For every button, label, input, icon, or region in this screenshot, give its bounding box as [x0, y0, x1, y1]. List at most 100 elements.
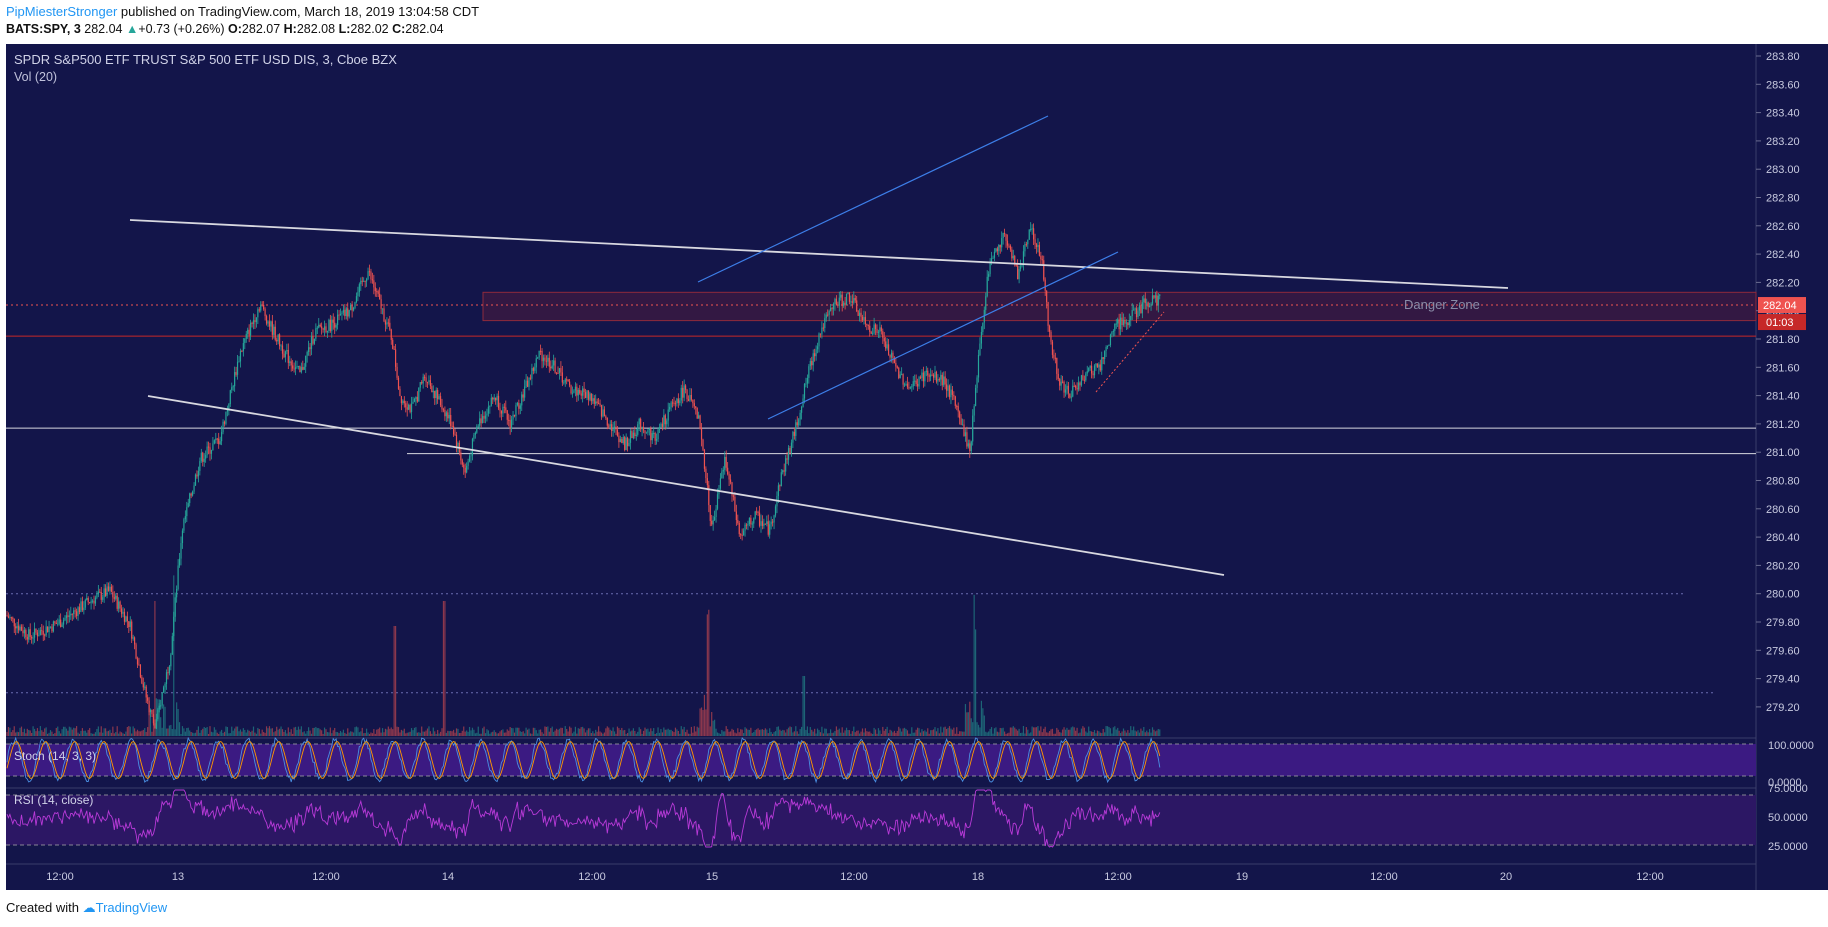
candle-body	[812, 353, 814, 366]
volume-bar	[236, 726, 239, 736]
candle-body	[619, 438, 621, 443]
candle-body	[840, 294, 842, 298]
author-link[interactable]: PipMiesterStronger	[6, 4, 118, 19]
volume-bar	[100, 726, 102, 736]
candle-body	[741, 534, 743, 536]
candle-body	[848, 292, 851, 302]
volume-bar	[1117, 727, 1119, 736]
volume-bar	[825, 728, 827, 736]
tradingview-logo-icon[interactable]: ☁	[82, 900, 96, 915]
candle-body	[816, 346, 819, 350]
volume-bar	[669, 729, 671, 736]
candle-body	[100, 592, 102, 600]
volume-bar	[500, 730, 503, 736]
candle-body	[954, 396, 956, 406]
volume-bar	[883, 730, 885, 736]
candle-body	[699, 415, 701, 429]
tradingview-brand[interactable]: TradingView	[95, 900, 168, 915]
candle-body	[856, 300, 858, 312]
volume-bar	[219, 731, 221, 736]
volume-bar	[154, 600, 156, 736]
volume-bar	[579, 728, 581, 736]
candle-body	[64, 618, 66, 621]
candle-body	[138, 664, 140, 666]
price-tick-label: 280.20	[1766, 560, 1800, 572]
candle-body	[837, 304, 839, 306]
volume-bar	[1046, 732, 1048, 736]
volume-bar	[629, 731, 632, 736]
candle-body	[834, 298, 836, 304]
volume-bar	[77, 732, 79, 736]
volume-bar	[54, 733, 56, 736]
volume-bar	[769, 728, 771, 736]
countdown-badge	[1758, 314, 1806, 331]
volume-bar	[621, 727, 623, 736]
volume-bar	[352, 732, 355, 736]
candle-body	[1096, 363, 1098, 368]
candle-body	[602, 409, 604, 417]
price-tick-label: 281.40	[1766, 391, 1800, 403]
candle-body	[508, 419, 510, 421]
volume-bar	[999, 727, 1001, 736]
candle-body	[418, 387, 420, 402]
volume-bar	[193, 733, 195, 736]
volume-bar	[732, 729, 735, 736]
volume-bar	[142, 729, 144, 736]
candle-body	[1083, 379, 1085, 381]
volume-bar	[557, 729, 559, 736]
candle-body	[734, 496, 736, 512]
volume-bar	[302, 732, 304, 736]
candle-body	[190, 493, 192, 496]
candle-body	[289, 361, 291, 363]
volume-bar	[212, 732, 214, 736]
candle-body	[345, 308, 347, 317]
volume-bar	[948, 726, 951, 736]
candle-body	[455, 434, 458, 446]
volume-bar	[196, 729, 198, 736]
candle-body	[787, 447, 790, 460]
volume-bar	[1051, 728, 1054, 736]
volume-bar	[854, 732, 856, 736]
volume-bar	[687, 733, 690, 736]
price-tick-label: 279.20	[1766, 702, 1800, 714]
volume-bar	[728, 731, 730, 736]
volume-bar	[524, 733, 526, 736]
candle-body	[798, 419, 800, 426]
candle-body	[245, 333, 247, 339]
candle-body	[986, 276, 988, 297]
symbol-header: BATS:SPY, 3 282.04 ▲+0.73 (+0.26%) O:282…	[6, 21, 444, 37]
volume-bar	[969, 701, 971, 736]
candle-body	[81, 601, 83, 611]
volume-bar	[782, 729, 784, 736]
candle-body	[1051, 341, 1054, 355]
candle-body	[577, 389, 579, 396]
candle-body	[284, 351, 286, 358]
volume-bar	[120, 732, 123, 736]
close-value: 282.04	[405, 22, 444, 36]
volume-bar	[700, 707, 703, 736]
volume-bar	[366, 728, 368, 736]
volume-bar	[116, 726, 118, 736]
candle-body	[758, 512, 761, 526]
volume-bar	[173, 575, 175, 736]
candle-body	[342, 309, 344, 313]
volume-bar	[1101, 733, 1103, 736]
time-tick-label: 12:00	[1104, 871, 1132, 883]
volume-bar	[48, 732, 50, 736]
price-axis[interactable]	[1756, 44, 1828, 890]
volume-bar	[164, 706, 166, 736]
volume-bar	[1021, 732, 1023, 736]
candle-body	[914, 380, 916, 382]
candle-body	[290, 361, 292, 366]
candle-body	[924, 372, 926, 382]
candle-body	[361, 280, 363, 282]
volume-bar	[1027, 729, 1029, 736]
volume-bar	[779, 729, 781, 736]
candle-body	[213, 440, 215, 444]
price-tick-label: 283.40	[1766, 108, 1800, 120]
candle-body	[1028, 229, 1030, 240]
volume-bar	[1048, 731, 1051, 736]
volume-bar	[9, 727, 11, 736]
volume-bar	[576, 733, 578, 736]
